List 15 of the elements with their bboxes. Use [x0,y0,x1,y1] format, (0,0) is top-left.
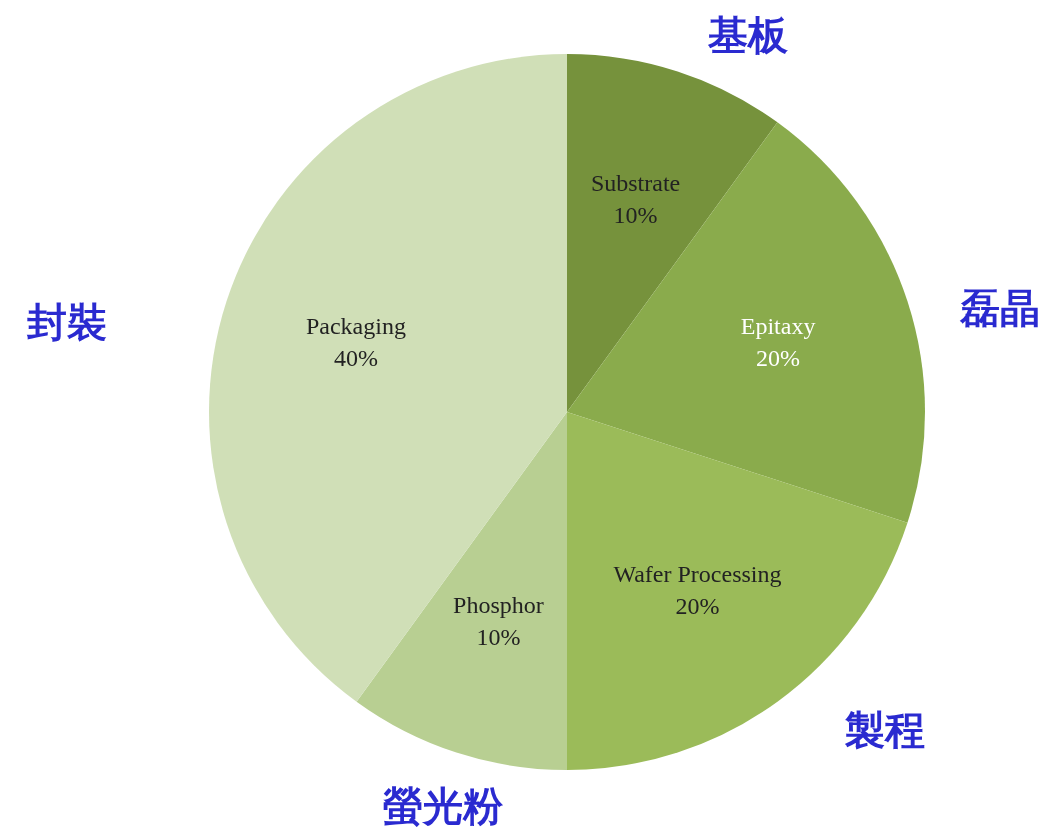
slice-label: Substrate [590,170,681,197]
text: 螢光粉 [383,780,503,830]
text: 基板 [708,9,788,60]
slice-label: Packaging [305,312,406,339]
data-label: 10% [476,624,521,651]
slice-label: Phosphor [453,592,544,619]
text: 製程 [845,704,925,755]
data-label: 20% [675,592,720,619]
data-label: 20% [756,344,801,371]
slice-label: Epitaxy [740,312,816,339]
data-label: 40% [333,344,378,371]
data-label: 10% [613,202,658,229]
text: 磊晶 [960,282,1040,333]
slice-label: Wafer Processing [613,560,782,587]
text: 封裝 [27,296,107,347]
